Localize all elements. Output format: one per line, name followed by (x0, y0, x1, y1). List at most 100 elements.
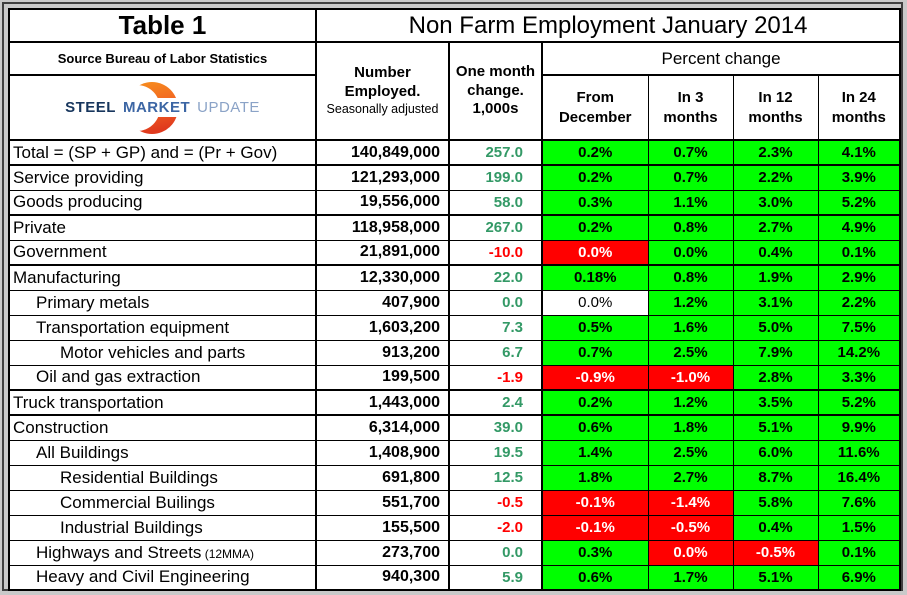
logo-text-market: MARKET (119, 98, 194, 117)
table-row: Industrial Buildings 155,500 -2.0 -0.1% -0.5… (8, 514, 901, 541)
title-row: Table 1 Non Farm Employment January 2014 (8, 8, 901, 43)
pct-from-december: 0.7% (541, 339, 649, 366)
table-row: Construction 6,314,000 39.0 0.6% 1.8% 5.1% 9.9… (8, 414, 901, 441)
pct-in-3-months: 2.5% (647, 439, 734, 466)
pct-in-24-months: 5.2% (817, 389, 901, 416)
pct-in-3-months: 0.7% (647, 164, 734, 191)
number-employed-value: 1,443,000 (315, 389, 450, 416)
table-row: Motor vehicles and parts 913,200 6.7 0.7% 2.… (8, 339, 901, 366)
pct-in-12-months: 0.4% (732, 514, 819, 541)
number-employed-value: 691,800 (315, 464, 450, 491)
col-header-in-3-months: In 3 months (647, 74, 734, 141)
pct-in-12-months: 2.7% (732, 214, 819, 241)
pct-in-12-months: 5.0% (732, 314, 819, 341)
number-employed-value: 140,849,000 (315, 139, 450, 166)
table-row: All Buildings 1,408,900 19.5 1.4% 2.5% 6.0% 11… (8, 439, 901, 466)
pct-in-24-months: 3.3% (817, 364, 901, 391)
row-label: All Buildings (8, 439, 317, 466)
one-month-change-value: 5.9 (448, 564, 543, 591)
pct-from-december: 0.0% (541, 289, 649, 316)
table-row: Highways and Streets (12MMA) 273,700 0.0 0.… (8, 539, 901, 566)
pct-in-12-months: 5.1% (732, 564, 819, 591)
number-employed-value: 273,700 (315, 539, 450, 566)
number-employed-line2: Employed. (344, 83, 421, 101)
row-label: Industrial Buildings (8, 514, 317, 541)
steel-market-update-logo: STEEL MARKET UPDATE (10, 80, 314, 135)
pct-in-3-months: -0.5% (647, 514, 734, 541)
pct-in-24-months: 16.4% (817, 464, 901, 491)
one-month-change-value: -1.9 (448, 364, 543, 391)
pct-in-24-months: 1.5% (817, 514, 901, 541)
pct-in-12-months: 2.2% (732, 164, 819, 191)
pct-in-3-months: 1.8% (647, 414, 734, 441)
pct-in-24-months: 2.9% (817, 264, 901, 291)
pct-in-12-months: 8.7% (732, 464, 819, 491)
one-month-change-value: -10.0 (448, 239, 543, 266)
col-header-one-month-change: One month change. 1,000s (448, 41, 543, 141)
pct-from-december: 1.4% (541, 439, 649, 466)
one-month-change-value: 257.0 (448, 139, 543, 166)
row-label: Commercial Builings (8, 489, 317, 516)
pct-in-24-months: 4.9% (817, 214, 901, 241)
pct-from-december: 0.3% (541, 189, 649, 216)
employment-table: Table 1 Non Farm Employment January 2014… (8, 8, 902, 591)
pct-from-december: 0.2% (541, 139, 649, 166)
col-header-number-employed: Number Employed. Seasonally adjusted (315, 41, 450, 141)
one-month-change-value: 267.0 (448, 214, 543, 241)
pct-from-december: 0.3% (541, 539, 649, 566)
pct-from-december: 0.5% (541, 314, 649, 341)
number-employed-value: 407,900 (315, 289, 450, 316)
pct-from-december: 0.6% (541, 414, 649, 441)
pct-in-12-months: 1.9% (732, 264, 819, 291)
one-month-line2: change. (467, 81, 524, 99)
number-employed-note: Seasonally adjusted (326, 101, 439, 116)
page-title: Non Farm Employment January 2014 (315, 8, 901, 43)
pct-in-3-months: 1.1% (647, 189, 734, 216)
table-row: Government 21,891,000 -10.0 0.0% 0.0% 0.4% 0.1… (8, 239, 901, 266)
employment-table-body: Total = (SP + GP) and = (Pr + Gov) 140,84… (8, 139, 901, 591)
pct-in-12-months: 6.0% (732, 439, 819, 466)
pct-in-12-months: 2.3% (732, 139, 819, 166)
col-header-in-24-months: In 24 months (817, 74, 901, 141)
one-month-change-value: -0.5 (448, 489, 543, 516)
row-label: Government (8, 239, 317, 266)
pct-in-3-months: 1.2% (647, 389, 734, 416)
pct-in-3-months: 0.7% (647, 139, 734, 166)
pct-in-24-months: 14.2% (817, 339, 901, 366)
one-month-change-value: -2.0 (448, 514, 543, 541)
number-employed-value: 913,200 (315, 339, 450, 366)
row-label: Heavy and Civil Engineering (8, 564, 317, 591)
pct-from-december: -0.1% (541, 489, 649, 516)
pct-from-december: 0.2% (541, 389, 649, 416)
one-month-change-value: 0.0 (448, 539, 543, 566)
table-row: Manufacturing 12,330,000 22.0 0.18% 0.8% 1.9%… (8, 264, 901, 291)
row-label: Goods producing (8, 189, 317, 216)
number-employed-value: 155,500 (315, 514, 450, 541)
table-row: Truck transportation 1,443,000 2.4 0.2% 1.2%… (8, 389, 901, 416)
logo-text-steel: STEEL (62, 98, 119, 117)
one-month-line1: One month (455, 62, 536, 80)
row-label: Transportation equipment (8, 314, 317, 341)
pct-in-12-months: 5.8% (732, 489, 819, 516)
row-label: Highways and Streets (12MMA) (8, 539, 317, 566)
pct-in-3-months: 0.0% (647, 239, 734, 266)
pct-in-3-months: 1.6% (647, 314, 734, 341)
row-label: Truck transportation (8, 389, 317, 416)
pct-in-3-months: -1.0% (647, 364, 734, 391)
pct-from-december: 0.18% (541, 264, 649, 291)
number-employed-value: 12,330,000 (315, 264, 450, 291)
pct-in-12-months: 3.0% (732, 189, 819, 216)
row-label: Motor vehicles and parts (8, 339, 317, 366)
table-row: Primary metals 407,900 0.0 0.0% 1.2% 3.1% 2.2% (8, 289, 901, 316)
table-number-title: Table 1 (8, 8, 317, 43)
one-month-change-value: 2.4 (448, 389, 543, 416)
number-employed-value: 21,891,000 (315, 239, 450, 266)
pct-in-24-months: 2.2% (817, 289, 901, 316)
number-employed-value: 118,958,000 (315, 214, 450, 241)
one-month-change-value: 7.3 (448, 314, 543, 341)
table-row: Goods producing 19,556,000 58.0 0.3% 1.1% 3.0… (8, 189, 901, 216)
pct-in-12-months: 2.8% (732, 364, 819, 391)
header-row-2: STEEL MARKET UPDATE From December In 3 mon… (8, 74, 901, 141)
source-label: Source Bureau of Labor Statistics (8, 41, 317, 76)
pct-in-12-months: 0.4% (732, 239, 819, 266)
